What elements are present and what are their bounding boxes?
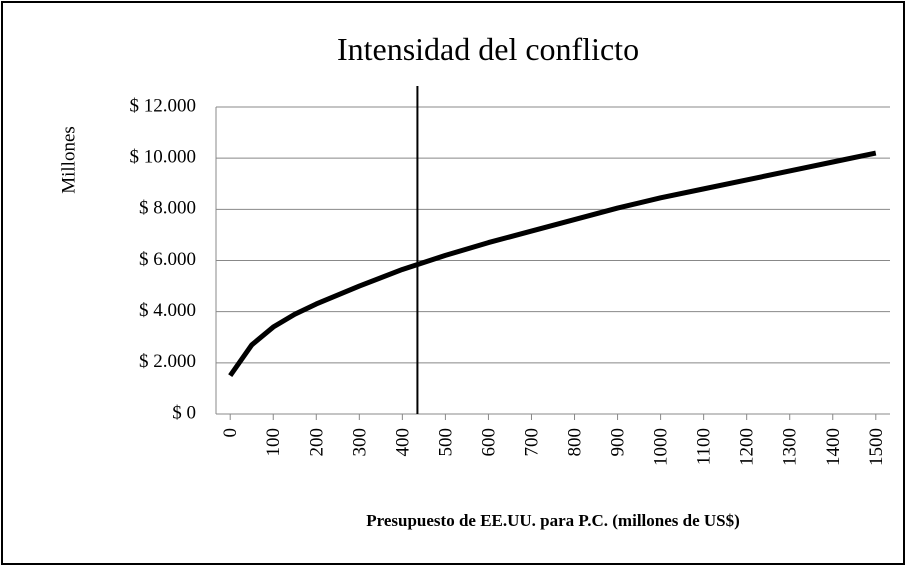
x-tick-label: 1100 xyxy=(694,428,715,465)
x-tick-label: 1300 xyxy=(780,428,801,466)
y-tick-label: $ 6.000 xyxy=(139,249,196,270)
y-tick-label: $ 10.000 xyxy=(130,147,197,168)
x-tick-label: 400 xyxy=(392,428,413,457)
x-tick-label: 1200 xyxy=(737,428,758,466)
x-tick-label: 600 xyxy=(478,428,499,457)
x-tick-label: 1000 xyxy=(651,428,672,466)
x-axis-label: Presupuesto de EE.UU. para P.C. (millone… xyxy=(366,511,740,530)
x-tick-label: 500 xyxy=(435,428,456,457)
x-tick-label: 300 xyxy=(349,428,370,457)
y-axis-label: Millones xyxy=(58,126,79,194)
x-tick-label: 800 xyxy=(565,428,586,457)
x-tick-label: 1500 xyxy=(866,428,887,466)
y-tick-label: $ 8.000 xyxy=(139,198,196,219)
x-tick-label: 900 xyxy=(608,428,629,457)
x-tick-label: 0 xyxy=(220,428,241,438)
x-tick-label: 700 xyxy=(521,428,542,457)
x-tick-label: 100 xyxy=(263,428,284,457)
chart-title: Intensidad del conflicto xyxy=(337,31,639,67)
y-tick-label: $ 4.000 xyxy=(139,300,196,321)
y-tick-label: $ 12.000 xyxy=(130,95,197,116)
y-tick-label: $ 0 xyxy=(172,402,196,423)
y-tick-label: $ 2.000 xyxy=(139,351,196,372)
x-tick-label: 200 xyxy=(306,428,327,457)
x-tick-label: 1400 xyxy=(823,428,844,466)
line-series xyxy=(228,150,877,378)
